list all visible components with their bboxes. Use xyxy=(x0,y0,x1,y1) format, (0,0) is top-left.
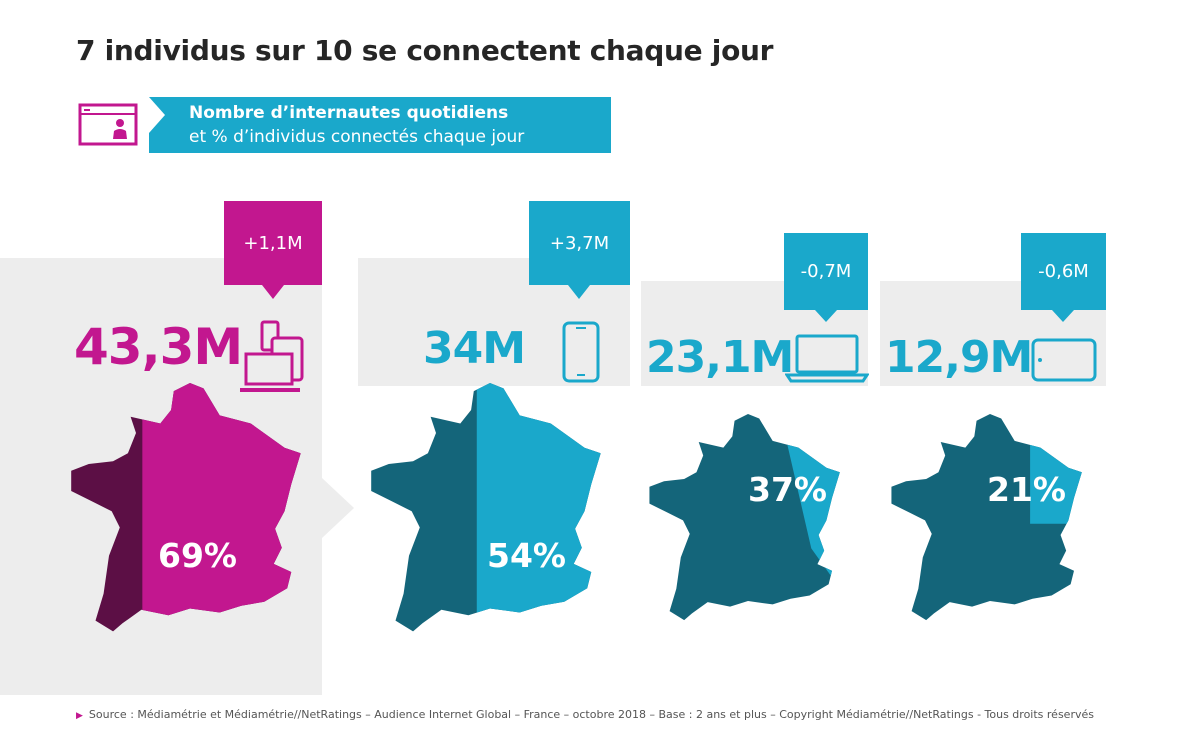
callout-tail xyxy=(1052,310,1074,322)
delta-label: -0,6M xyxy=(1038,261,1089,282)
source-text: Source : Médiamétrie et Médiamétrie//Net… xyxy=(88,708,1094,721)
users-value-tablet: 12,9M xyxy=(885,332,1033,383)
france-map-3 xyxy=(891,413,1082,621)
delta-label: -0,7M xyxy=(800,261,852,282)
triangle-bullet-icon: ▶ xyxy=(76,711,83,721)
pct-label-tablet: 21% xyxy=(987,470,1066,509)
delta-callout-all: +1,1M xyxy=(224,201,322,285)
tablet-icon xyxy=(1031,338,1097,382)
banner-notch xyxy=(149,97,165,133)
map-share-fill xyxy=(476,382,601,632)
france-map-2 xyxy=(649,413,840,621)
map-share-fill xyxy=(142,382,301,632)
multi-device-icon xyxy=(240,320,304,392)
subtitle-line-2: et % d’individus connectés chaque jour xyxy=(189,127,525,147)
delta-label: +3,7M xyxy=(549,232,610,254)
callout-tail xyxy=(568,285,590,299)
users-value-all: 43,3M xyxy=(74,318,243,376)
france-map-0 xyxy=(71,382,301,632)
delta-callout-mobile: +3,7M xyxy=(529,201,630,285)
subtitle-banner: Nombre d’internautes quotidiens et % d’i… xyxy=(149,97,611,153)
pct-label-all: 69% xyxy=(158,536,237,575)
smartphone-icon xyxy=(562,321,600,383)
laptop-icon xyxy=(785,334,869,383)
page-title: 7 individus sur 10 se connectent chaque … xyxy=(76,34,774,67)
source-note: ▶ Source : Médiamétrie et Médiamétrie//Ne… xyxy=(76,708,1094,721)
france-map-1 xyxy=(371,382,601,632)
pct-label-mobile: 54% xyxy=(487,536,566,575)
computer-user-icon xyxy=(78,103,138,146)
chevron-right-icon xyxy=(322,478,354,538)
delta-label: +1,1M xyxy=(243,232,303,254)
delta-callout-tablet: -0,6M xyxy=(1021,233,1106,310)
delta-callout-computer: -0,7M xyxy=(784,233,868,310)
users-value-mobile: 34M xyxy=(423,323,526,374)
map-share-fill xyxy=(777,413,840,621)
users-value-computer: 23,1M xyxy=(646,332,794,383)
subtitle-line-1: Nombre d’internautes quotidiens xyxy=(189,103,509,123)
pct-label-computer: 37% xyxy=(748,470,827,509)
callout-tail xyxy=(262,285,284,299)
callout-tail xyxy=(815,310,837,322)
